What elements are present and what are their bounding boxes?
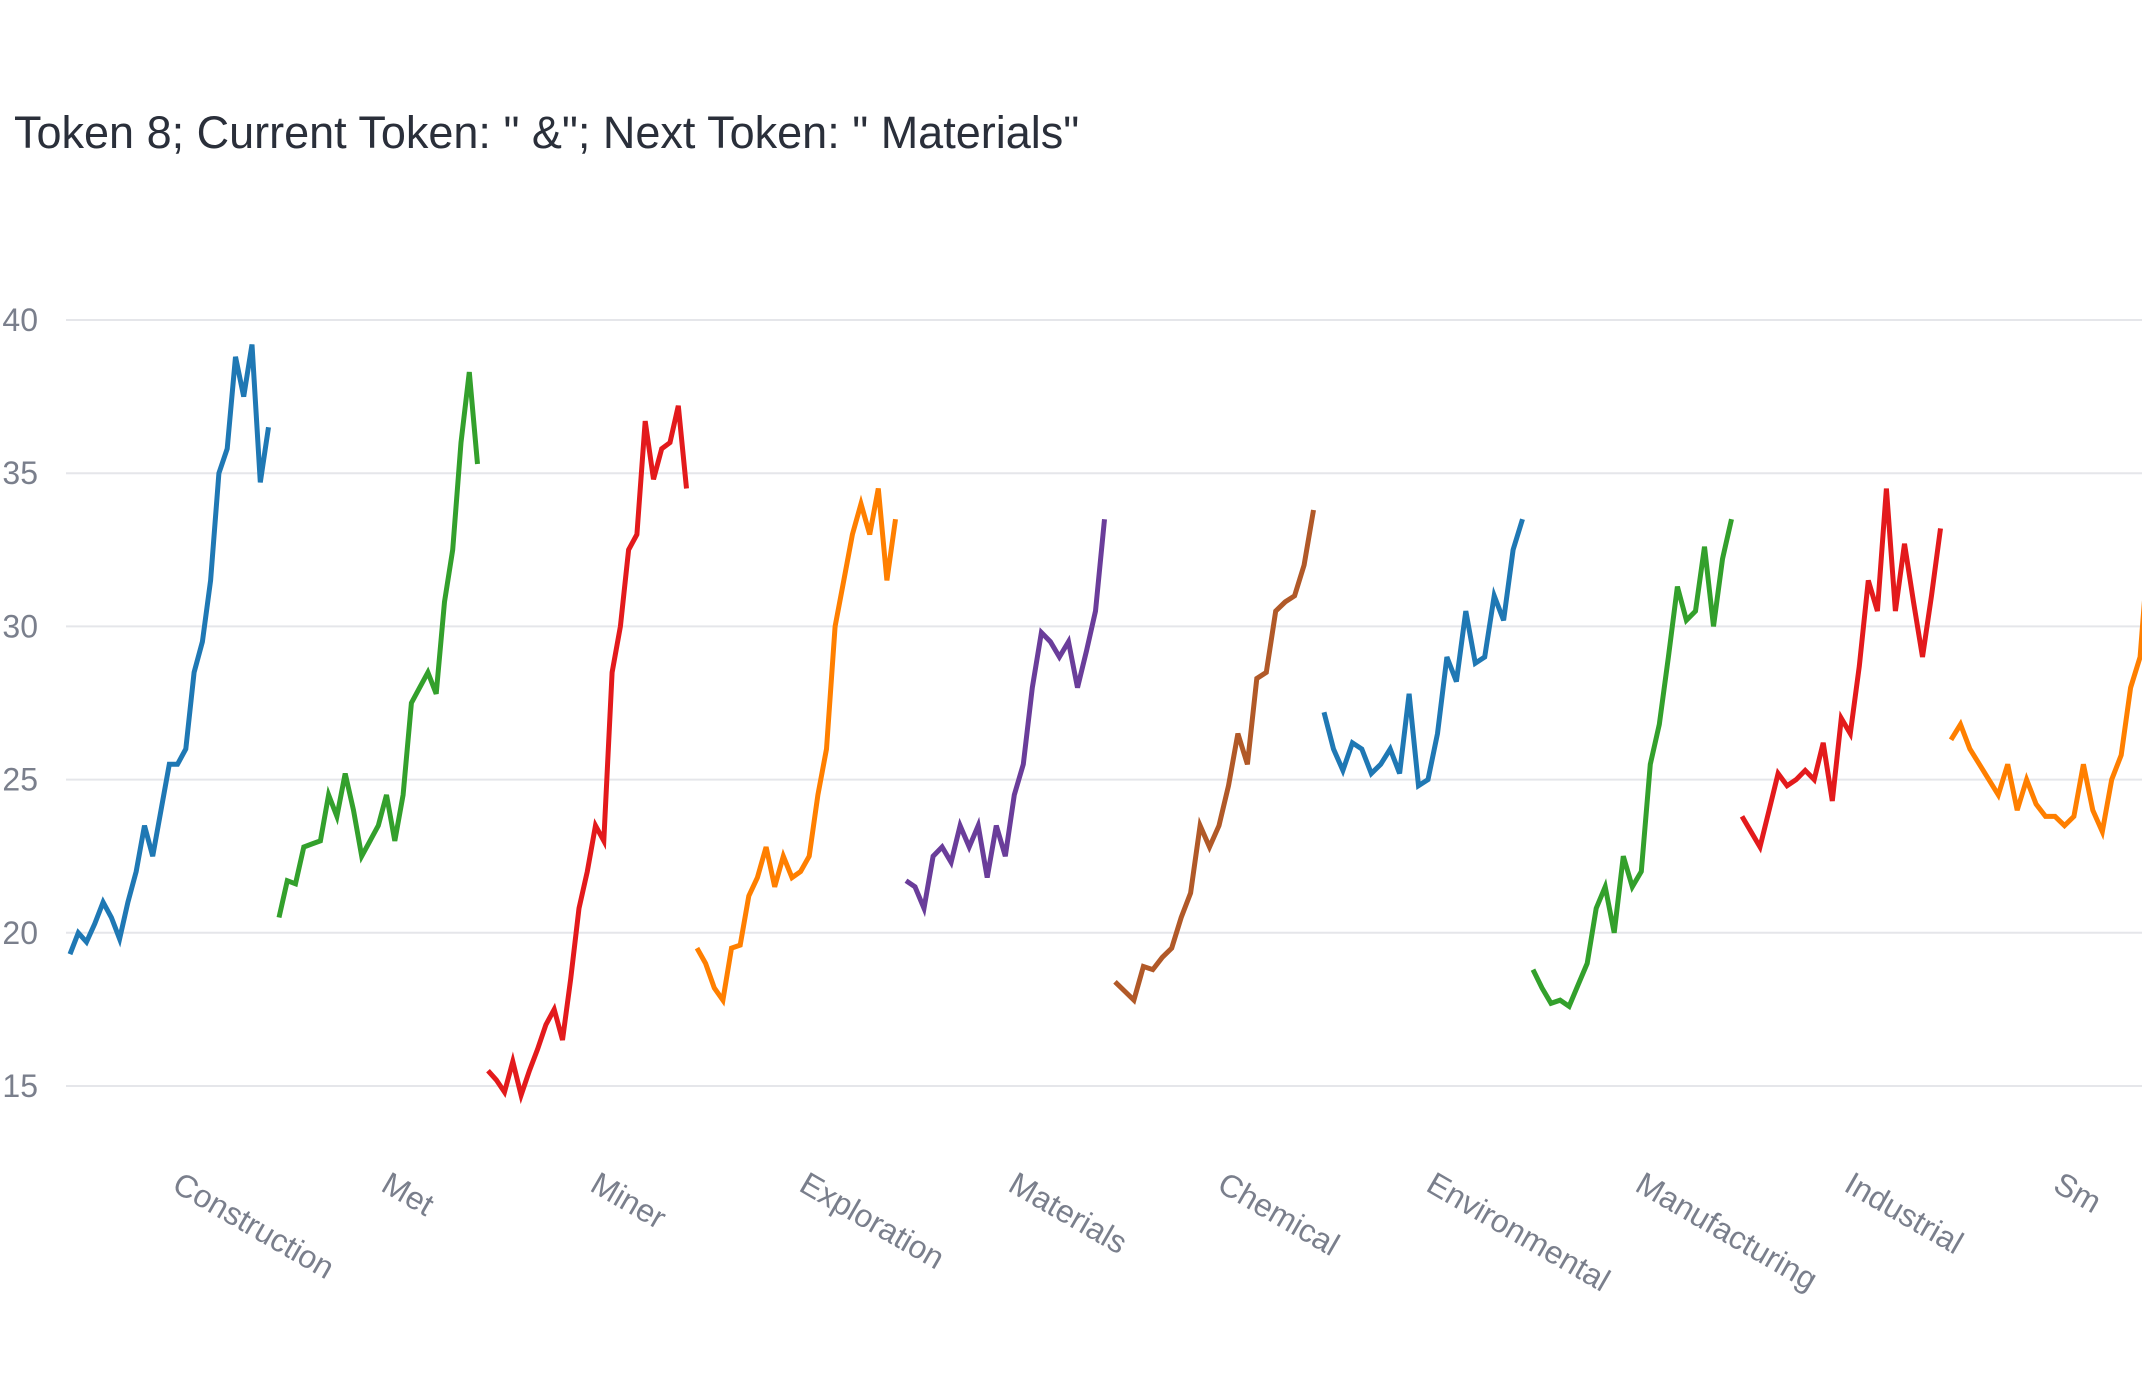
y-tick-label: 15 xyxy=(2,1068,38,1104)
series-line xyxy=(1739,488,1943,854)
y-tick-label: 20 xyxy=(2,915,38,951)
series-line xyxy=(486,405,689,1105)
x-tick-label: Construction xyxy=(167,1165,341,1286)
y-tick-label: 30 xyxy=(2,608,38,644)
x-tick-label: Sm xyxy=(2048,1165,2108,1220)
series-line xyxy=(276,371,480,919)
x-tick-label: Industrial xyxy=(1839,1165,1969,1261)
y-tick-label: 25 xyxy=(2,762,38,798)
series-line xyxy=(1321,518,1525,791)
series-line xyxy=(67,344,271,956)
x-tick-label: Miner xyxy=(585,1165,673,1236)
x-tick-label: Environmental xyxy=(1421,1165,1616,1298)
y-tick-label: 35 xyxy=(2,455,38,491)
x-tick-label: Chemical xyxy=(1212,1165,1346,1263)
x-tick-label: Manufacturing xyxy=(1630,1165,1824,1298)
series-line xyxy=(1113,509,1316,1005)
series-line xyxy=(694,488,898,1007)
y-tick-label: 40 xyxy=(2,302,38,338)
chart-title: Token 8; Current Token: " &"; Next Token… xyxy=(14,107,1079,158)
series-line xyxy=(1530,518,1734,1011)
x-tick-label: Exploration xyxy=(794,1165,951,1276)
x-tick-label: Met xyxy=(376,1165,440,1223)
series-line xyxy=(904,518,1107,918)
x-tick-label: Materials xyxy=(1003,1165,1133,1261)
series-line xyxy=(1948,600,2142,841)
